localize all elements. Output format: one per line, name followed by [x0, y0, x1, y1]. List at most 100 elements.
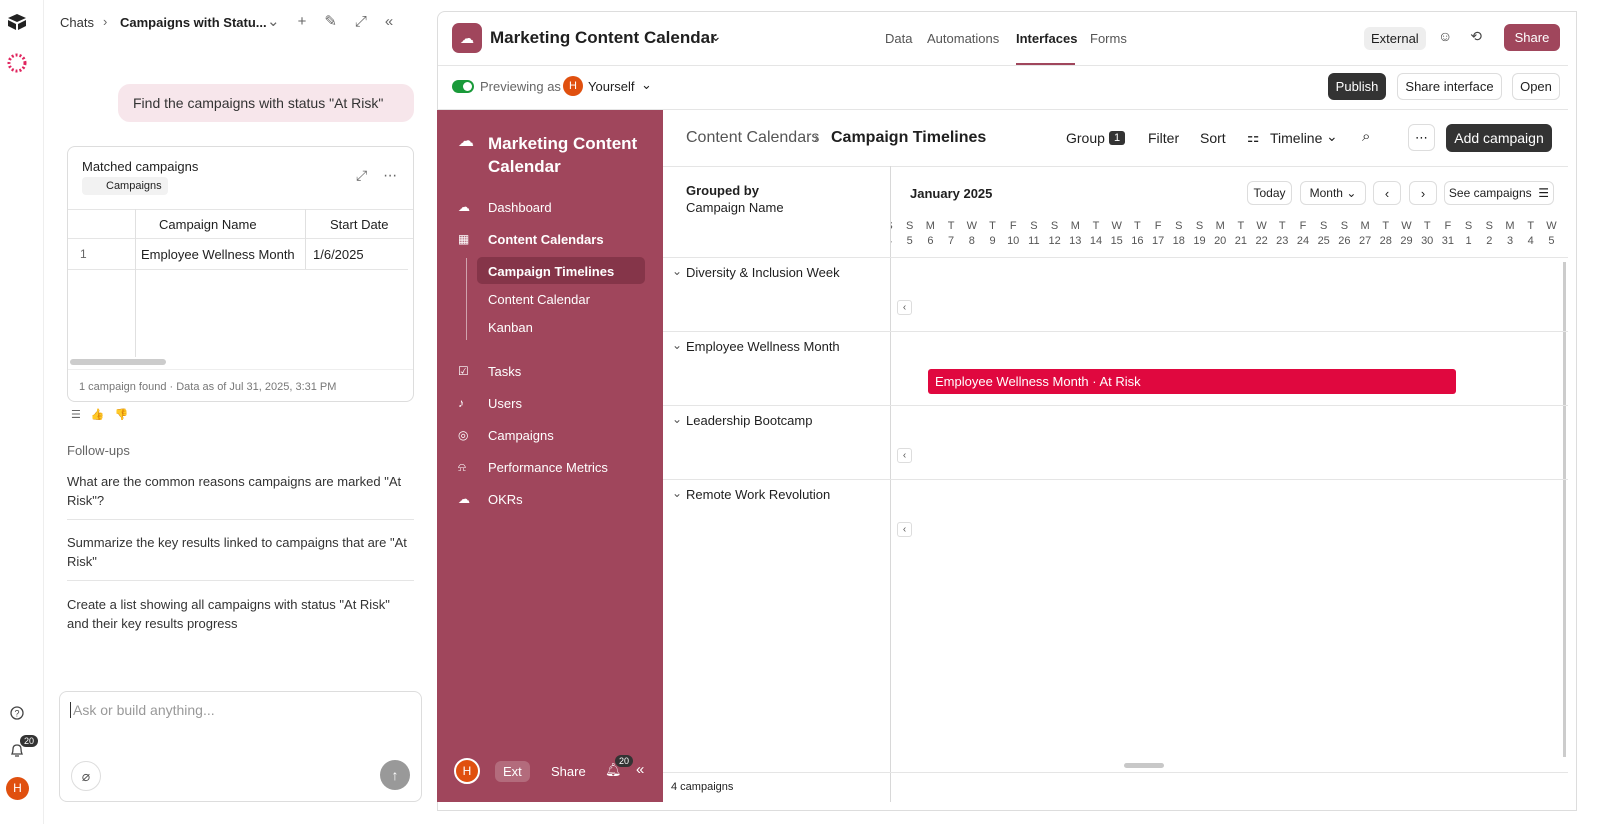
followup[interactable]: What are the common reasons campaigns ar… — [67, 474, 402, 508]
view-chevron[interactable]: ⌄ — [1326, 128, 1338, 144]
group-button[interactable]: Group — [1066, 130, 1105, 146]
attach-button[interactable]: ⌀ — [71, 761, 101, 791]
title-chevron[interactable]: ⌄ — [710, 28, 722, 44]
preview-avatar: H — [563, 76, 583, 96]
today-button[interactable]: Today — [1247, 181, 1292, 205]
tab[interactable]: Automations — [927, 31, 1000, 46]
followup[interactable]: Create a list showing all campaigns with… — [67, 597, 390, 631]
weekday: S — [1320, 220, 1328, 232]
group-chevron[interactable]: ⌄ — [672, 486, 683, 500]
app-title[interactable]: Marketing Content Calendar — [490, 28, 717, 47]
sidebar-item[interactable]: Users — [488, 396, 522, 411]
collapse-sidebar[interactable]: « — [636, 761, 645, 778]
col-line — [135, 209, 136, 357]
weekday: F — [1009, 220, 1017, 232]
see-campaigns-button[interactable]: See campaigns ☰ — [1444, 181, 1554, 205]
tab[interactable]: Interfaces — [1016, 31, 1078, 46]
horizontal-scroll[interactable] — [1124, 763, 1164, 768]
group-chevron[interactable]: ⌄ — [672, 264, 683, 278]
sidebar-item-icon: ☑ — [458, 364, 469, 378]
sidebar-item[interactable]: Tasks — [488, 364, 522, 379]
weekday: M — [1505, 220, 1515, 232]
preview-toggle[interactable] — [452, 80, 474, 93]
group-label: Employee Wellness Month — [686, 339, 840, 354]
sort-button[interactable]: Sort — [1200, 130, 1226, 146]
sidebar-item[interactable]: OKRs — [488, 492, 523, 507]
date: 25 — [1317, 235, 1330, 247]
view-button[interactable]: Timeline — [1270, 130, 1323, 146]
preview-user[interactable]: Yourself — [588, 79, 635, 94]
prev-button[interactable]: ‹ — [1373, 181, 1401, 205]
content-crumb[interactable]: Content Calendars — [686, 129, 820, 146]
weekday: S — [1464, 220, 1473, 232]
date: 10 — [1007, 235, 1020, 247]
more-button[interactable]: ⋯ — [1408, 124, 1435, 151]
tab[interactable]: Data — [885, 31, 913, 46]
sidebar-item-icon: ☁ — [458, 492, 470, 506]
sidebar-item[interactable]: Performance Metrics — [488, 460, 608, 475]
sidebar-item[interactable]: Content Calendar — [488, 292, 590, 307]
add-campaign-button[interactable]: Add campaign — [1446, 124, 1552, 152]
scroll-to-item[interactable]: ‹ — [897, 522, 912, 537]
campaign-count: 4 campaigns — [671, 781, 734, 793]
campaign-bar-label: Employee Wellness Month · At Risk — [935, 374, 1141, 389]
sidebar-item[interactable]: Content Calendars — [488, 232, 604, 247]
help-icon[interactable]: ? — [10, 706, 24, 720]
sidebar-item[interactable]: Campaign Timelines — [488, 264, 615, 279]
tab[interactable]: Forms — [1090, 31, 1127, 46]
campaign-bar[interactable]: Employee Wellness Month · At Risk — [928, 369, 1456, 394]
sidebar-item[interactable]: Kanban — [488, 320, 533, 335]
group-chevron[interactable]: ⌄ — [672, 412, 683, 426]
table-header — [68, 209, 413, 239]
send-button[interactable]: ↑ — [380, 760, 410, 790]
share-interface-button[interactable]: Share interface — [1397, 73, 1502, 100]
filter-button[interactable]: Filter — [1148, 130, 1180, 146]
weekday: M — [1215, 220, 1225, 232]
date: 4 — [1527, 235, 1534, 247]
date: 21 — [1234, 235, 1248, 247]
feedback-icons[interactable]: ☰👍👎 — [71, 409, 139, 421]
card-actions[interactable]: ⤢⋯ — [356, 167, 414, 183]
scale-button[interactable]: Month ⌄ — [1300, 181, 1366, 205]
weekday: S — [1175, 220, 1183, 232]
sidebar-title[interactable]: Marketing Content Calendar — [488, 134, 638, 176]
chat-toolbar-icons[interactable]: ⌄+✎⤢« — [267, 13, 412, 30]
scale-label: Month — [1309, 186, 1343, 200]
preview-chevron[interactable]: ⌄ — [641, 77, 652, 92]
interface-sidebar — [437, 110, 663, 802]
date: 2 — [1486, 235, 1493, 247]
sidebar-item[interactable]: Campaigns — [488, 428, 554, 443]
footer-avatar[interactable]: H — [454, 758, 480, 784]
sidebar-item[interactable]: Dashboard — [488, 200, 552, 215]
chat-input[interactable] — [59, 691, 422, 802]
next-button[interactable]: › — [1409, 181, 1437, 205]
footer-ext[interactable]: Ext — [495, 761, 530, 782]
scroll-to-item[interactable]: ‹ — [897, 300, 912, 315]
month-label: January 2025 — [910, 186, 993, 201]
external-pill[interactable]: External — [1364, 27, 1426, 50]
avatar[interactable]: H — [6, 777, 29, 800]
share-button[interactable]: Share — [1504, 24, 1560, 51]
weekday: S — [1340, 220, 1349, 232]
source-chip[interactable]: Campaigns — [82, 177, 168, 195]
cell: 1 — [80, 247, 87, 261]
header-icons[interactable]: ☺⟲ — [1438, 28, 1501, 44]
chat-crumb-root[interactable]: Chats — [60, 15, 94, 30]
search-icon[interactable]: ⌕ — [1362, 128, 1371, 145]
bell-icon[interactable] — [10, 743, 24, 758]
sidebar-item-icon: ◎ — [458, 428, 469, 442]
chat-crumb-current[interactable]: Campaigns with Statu... — [120, 15, 267, 30]
scroll-to-item[interactable]: ‹ — [897, 448, 912, 463]
vertical-scroll[interactable] — [1563, 262, 1566, 757]
open-button[interactable]: Open — [1512, 73, 1560, 100]
app-icon[interactable]: ☁ — [452, 23, 482, 53]
date: 14 — [1089, 235, 1103, 247]
weekday: S — [1195, 220, 1204, 232]
weekday: F — [1444, 220, 1452, 232]
footer-share[interactable]: Share — [551, 764, 586, 779]
publish-button[interactable]: Publish — [1328, 73, 1386, 100]
scrollbar[interactable] — [70, 359, 166, 365]
followup[interactable]: Summarize the key results linked to camp… — [67, 535, 407, 569]
group-chevron[interactable]: ⌄ — [672, 338, 683, 352]
